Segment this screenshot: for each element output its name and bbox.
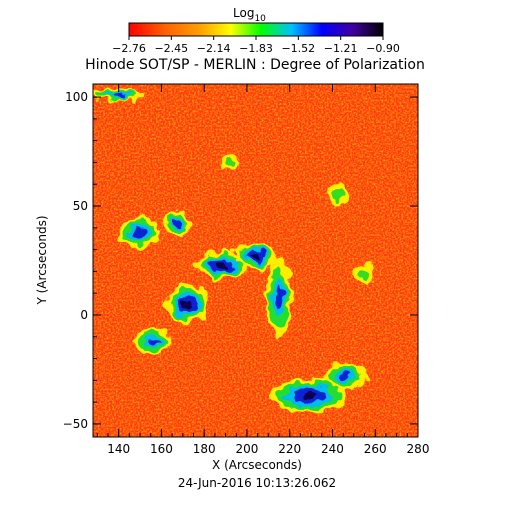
polarization-region — [134, 227, 147, 237]
polarization-region — [275, 286, 283, 309]
x-tick-label: 240 — [321, 442, 344, 456]
y-axis: −50 0 50 100 — [63, 90, 418, 431]
timestamp: 24-Jun-2016 10:13:26.062 — [178, 476, 336, 490]
plot-frame — [92, 83, 419, 438]
x-tick-label: 260 — [364, 442, 387, 456]
polarization-region — [223, 157, 236, 168]
y-tick-label: 100 — [65, 90, 88, 104]
x-tick-label: 160 — [150, 442, 173, 456]
colorbar-tick-label: −1.52 — [281, 42, 315, 55]
colorbar-label: Log10 — [233, 6, 266, 24]
y-tick-label: 0 — [80, 308, 88, 322]
polarization-region — [251, 253, 260, 259]
colorbar-ticks: −2.76 −2.45 −2.14 −1.83 −1.52 −1.21 −0.90 — [112, 36, 400, 55]
polarization-region — [172, 219, 180, 228]
colorbar-tick-label: −2.45 — [154, 42, 188, 55]
colorbar-label-main: Log — [233, 6, 254, 20]
colorbar-tick-label: −0.90 — [366, 42, 400, 55]
y-tick-label: 50 — [73, 199, 88, 213]
x-tick-label: 220 — [278, 442, 301, 456]
y-axis-label: Y (Arcseconds) — [35, 215, 49, 305]
x-tick-label: 200 — [235, 442, 258, 456]
polarization-region — [111, 93, 126, 97]
x-tick-label: 140 — [107, 442, 130, 456]
colorbar-tick-label: −2.14 — [197, 42, 231, 55]
polarization-region — [216, 262, 227, 268]
polarization-region — [301, 392, 317, 400]
colorbar-tick-label: −2.76 — [112, 42, 146, 55]
x-tick-label: 280 — [407, 442, 430, 456]
polarization-region — [333, 189, 345, 202]
y-tick-label: −50 — [63, 417, 88, 431]
colorbar-tick-label: −1.83 — [239, 42, 273, 55]
x-tick-label: 180 — [193, 442, 216, 456]
heatmap-regions — [93, 88, 376, 414]
polarization-region — [339, 372, 352, 380]
colorbar — [128, 22, 384, 37]
x-axis: 140 160 180 200 220 240 260 280 — [96, 84, 430, 456]
polarization-region — [182, 300, 192, 309]
polarization-region — [147, 337, 159, 345]
polarization-region — [358, 269, 371, 282]
chart-title: Hinode SOT/SP - MERLIN : Degree of Polar… — [85, 57, 425, 73]
colorbar-label-sub: 10 — [254, 14, 266, 24]
colorbar-tick-label: −1.21 — [324, 42, 358, 55]
x-axis-label: X (Arcseconds) — [212, 458, 302, 472]
heatmap — [93, 84, 418, 437]
